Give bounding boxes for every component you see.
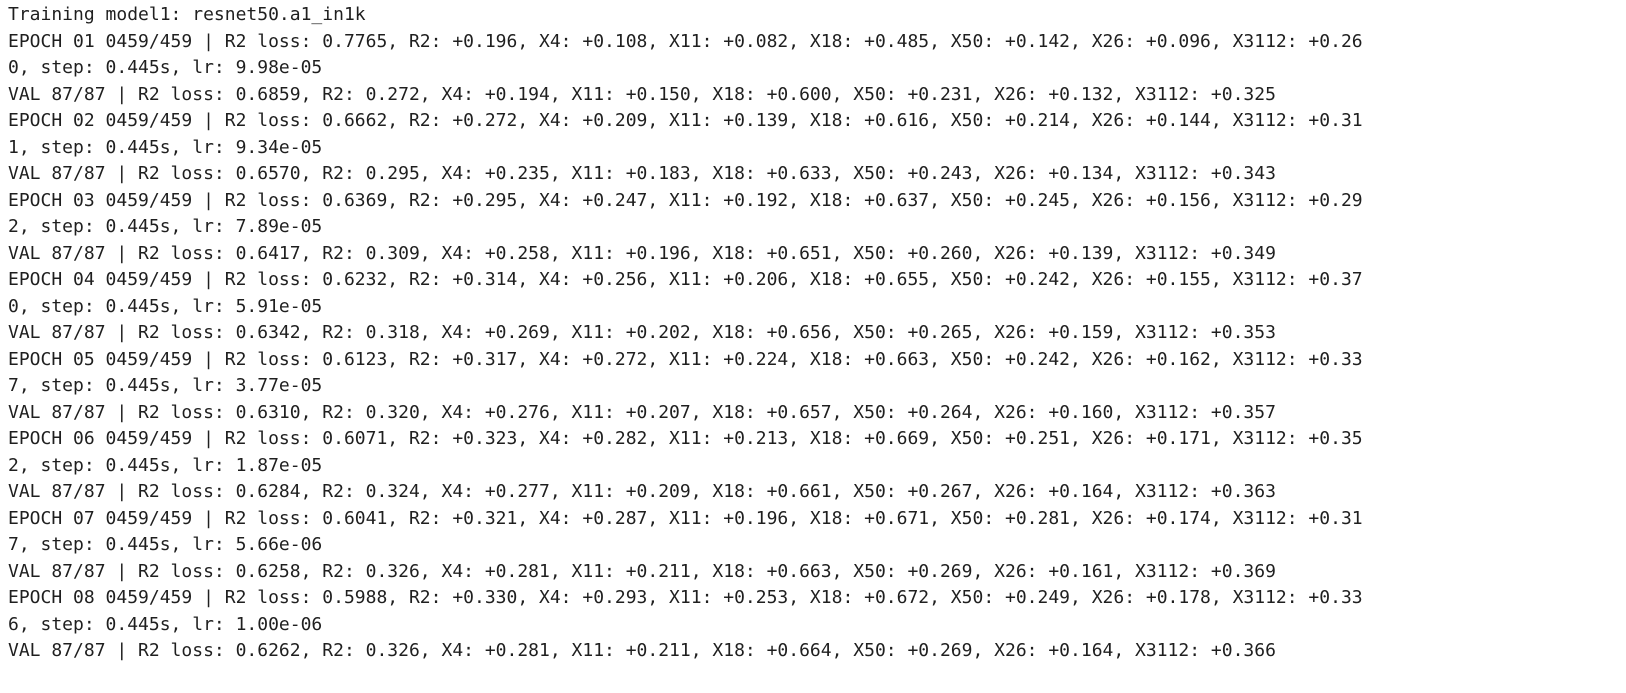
log-line-val: VAL 87/87 | R2 loss: 0.6262, R2: 0.326, … <box>8 640 1276 661</box>
log-line-val: VAL 87/87 | R2 loss: 0.6859, R2: 0.272, … <box>8 83 1276 105</box>
log-line-epoch-wrap: 7, step: 0.445s, lr: 5.66e-06 <box>8 534 323 555</box>
log-line-epoch: EPOCH 02 0459/459 | R2 loss: 0.6662, R2:… <box>8 110 1363 131</box>
log-line-epoch-wrap: 0, step: 0.445s, lr: 9.98e-05 <box>8 57 323 78</box>
log-line-epoch: EPOCH 06 0459/459 | R2 loss: 0.6071, R2:… <box>8 428 1363 449</box>
log-line-epoch: EPOCH 01 0459/459 | R2 loss: 0.7765, R2:… <box>8 30 1363 52</box>
log-line-epoch-wrap: 0, step: 0.445s, lr: 5.91e-05 <box>8 295 323 317</box>
log-line-epoch-wrap: 1, step: 0.445s, lr: 9.34e-05 <box>8 136 323 158</box>
log-line-epoch-wrap: 2, step: 0.445s, lr: 1.87e-05 <box>8 454 323 476</box>
log-line-val: VAL 87/87 | R2 loss: 0.6417, R2: 0.309, … <box>8 242 1276 264</box>
log-line-val: VAL 87/87 | R2 loss: 0.6342, R2: 0.318, … <box>8 322 1276 343</box>
log-line-epoch: EPOCH 03 0459/459 | R2 loss: 0.6369, R2:… <box>8 189 1363 211</box>
log-line-epoch: EPOCH 04 0459/459 | R2 loss: 0.6232, R2:… <box>8 269 1363 290</box>
log-line-epoch: EPOCH 08 0459/459 | R2 loss: 0.5988, R2:… <box>8 587 1363 608</box>
log-line-val: VAL 87/87 | R2 loss: 0.6310, R2: 0.320, … <box>8 401 1276 423</box>
log-line-val: VAL 87/87 | R2 loss: 0.6258, R2: 0.326, … <box>8 560 1276 582</box>
log-line-val: VAL 87/87 | R2 loss: 0.6570, R2: 0.295, … <box>8 163 1276 184</box>
training-log-output: Training model1: resnet50.a1_in1k EPOCH 0… <box>8 2 1363 665</box>
log-line-val: VAL 87/87 | R2 loss: 0.6284, R2: 0.324, … <box>8 481 1276 502</box>
log-line-epoch-wrap: 6, step: 0.445s, lr: 1.00e-06 <box>8 613 323 635</box>
log-line-header: Training model1: resnet50.a1_in1k <box>8 4 366 25</box>
log-line-epoch: EPOCH 07 0459/459 | R2 loss: 0.6041, R2:… <box>8 507 1363 529</box>
log-line-epoch-wrap: 2, step: 0.445s, lr: 7.89e-05 <box>8 216 323 237</box>
log-line-epoch-wrap: 7, step: 0.445s, lr: 3.77e-05 <box>8 375 323 396</box>
log-line-epoch: EPOCH 05 0459/459 | R2 loss: 0.6123, R2:… <box>8 348 1363 370</box>
